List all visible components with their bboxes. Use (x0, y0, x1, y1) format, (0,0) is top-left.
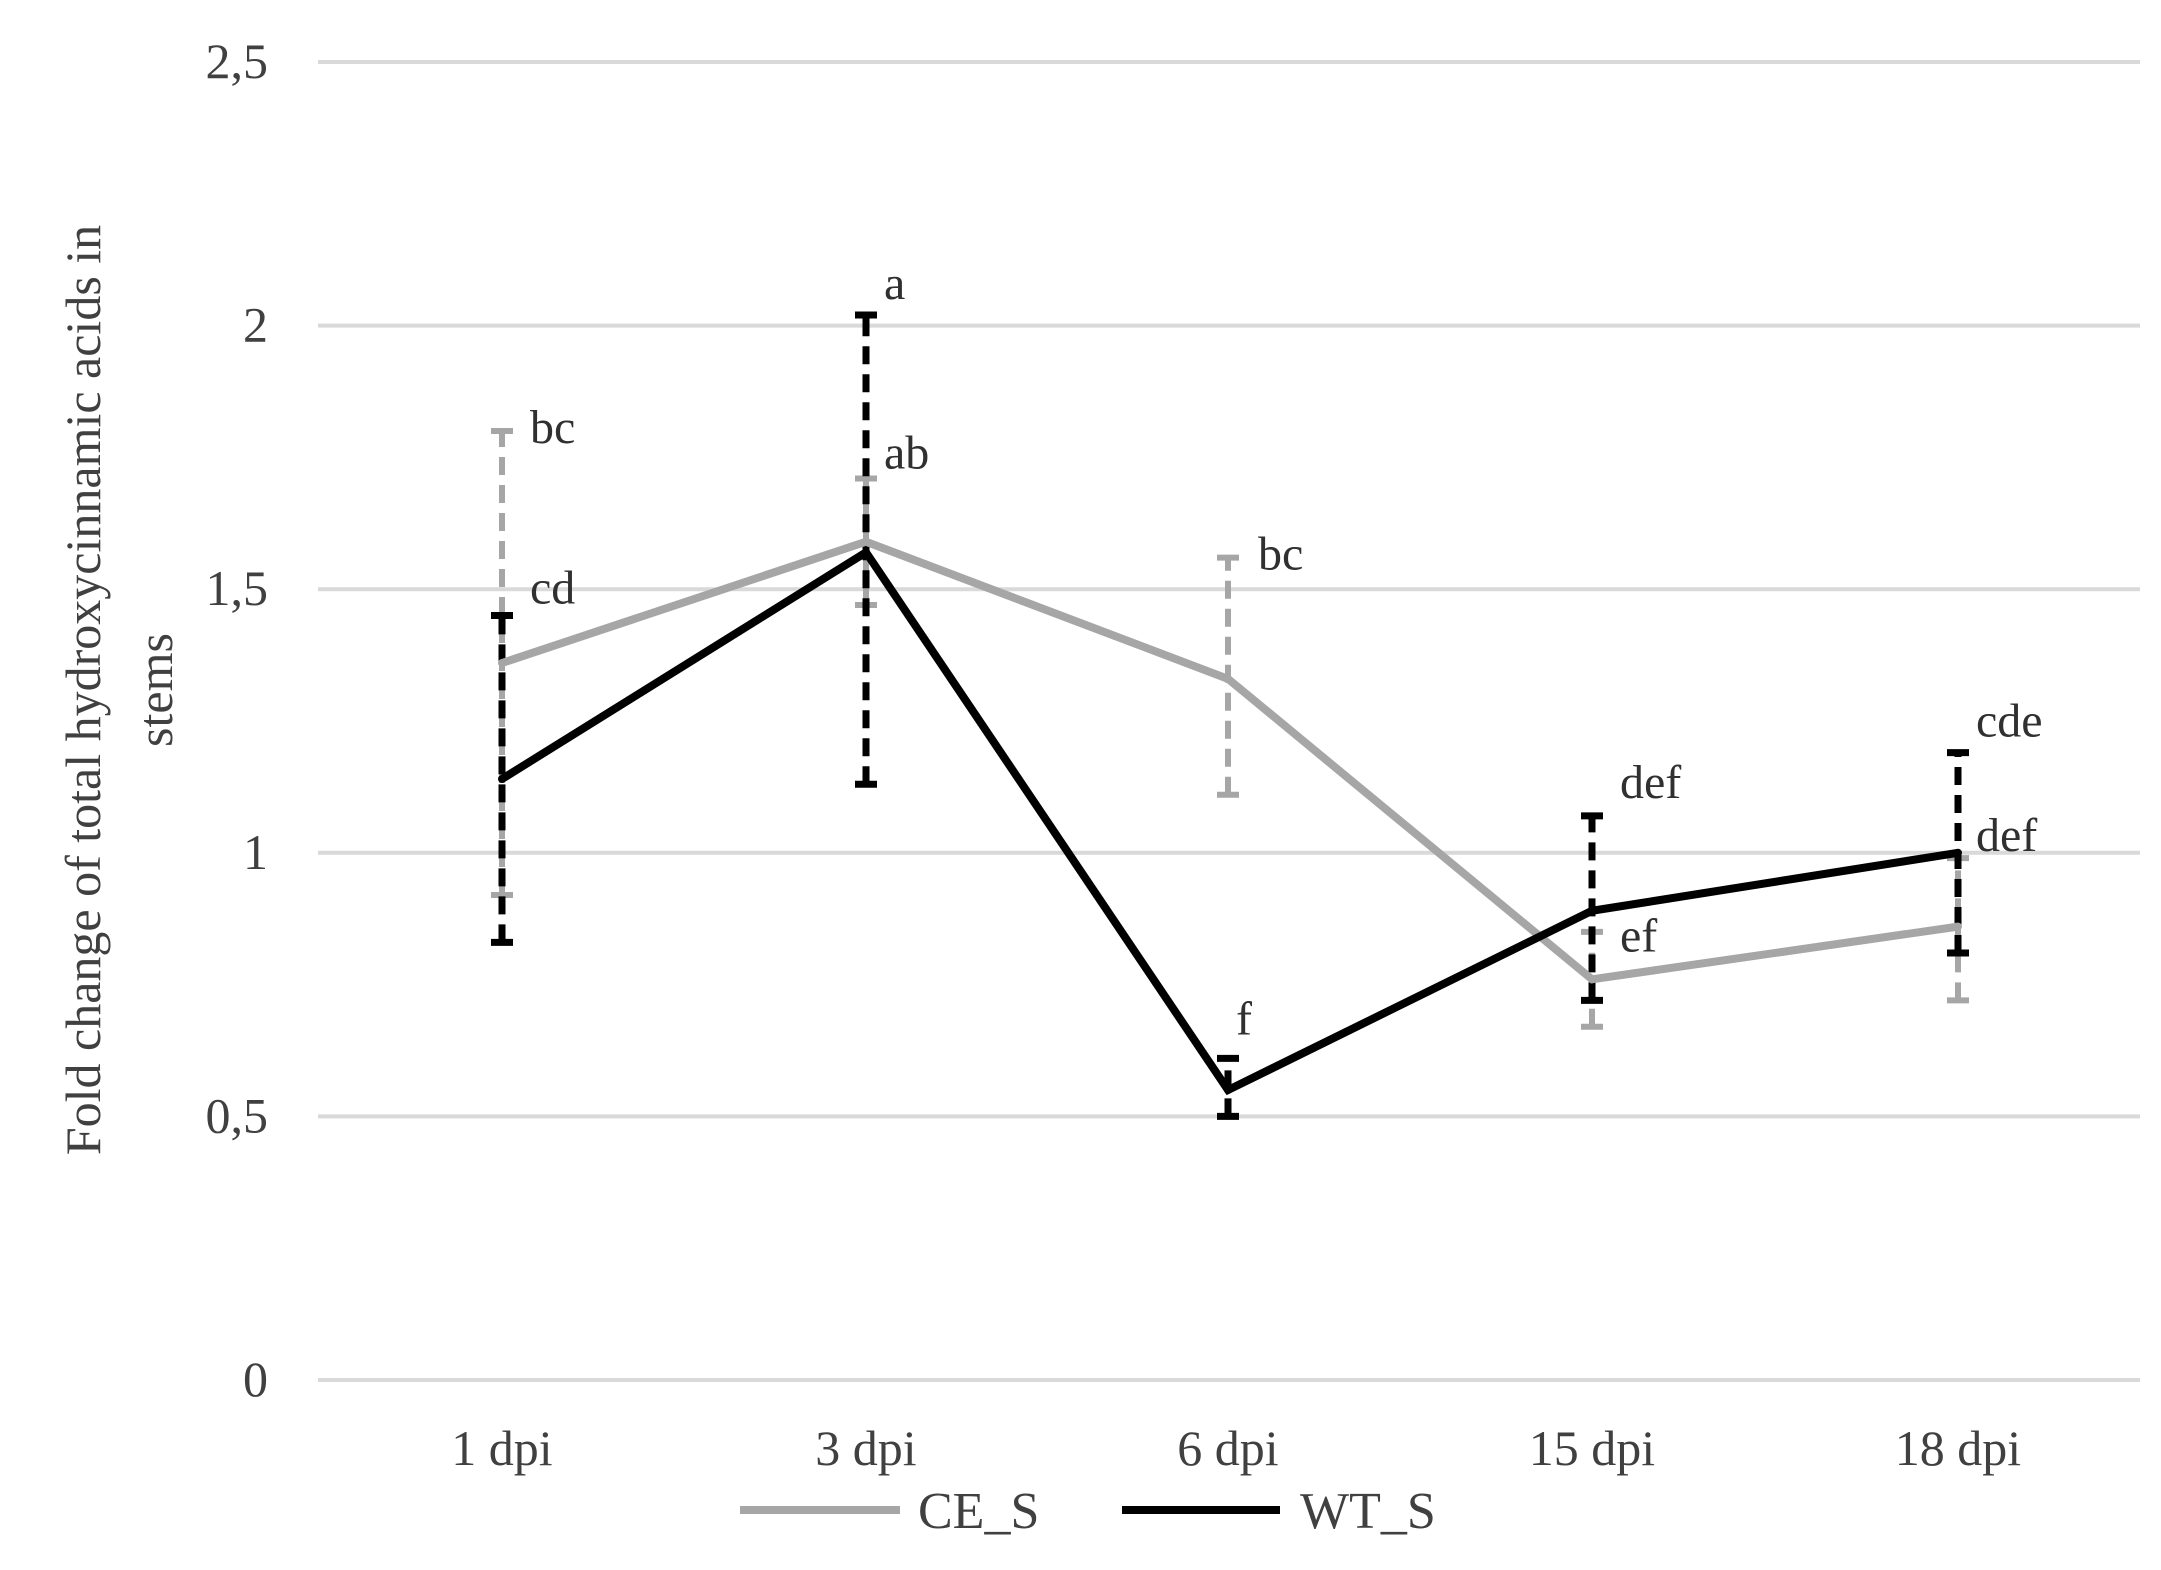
sig-letter-WT_S: def (1976, 809, 2037, 862)
legend-item-WT_S: WT_S (1122, 1483, 1436, 1540)
x-tick-label: 18 dpi (1895, 1420, 2021, 1476)
y-tick-label: 1 (243, 824, 268, 880)
data-point-WT_S (1224, 1086, 1232, 1095)
data-point-WT_S (1588, 906, 1596, 915)
data-point-WT_S (1954, 848, 1962, 857)
sig-letter-CE_S: ab (884, 426, 929, 479)
error-bars (491, 311, 1969, 1120)
series-lines (498, 537, 1962, 1096)
y-axis-ticks: 0 0,5 1 1,5 2 2,5 (206, 33, 269, 1407)
x-tick-label: 6 dpi (1177, 1420, 1278, 1476)
y-axis-label-line-2: stems (127, 633, 183, 747)
y-tick-label: 1,5 (206, 560, 269, 616)
sig-letter-CE_S: bc (1258, 528, 1303, 581)
y-tick-label: 2,5 (206, 33, 269, 89)
data-point-CE_S (1954, 922, 1962, 931)
data-point-CE_S (1588, 975, 1596, 984)
sig-letter-WT_S: cd (530, 562, 575, 615)
data-point-WT_S (498, 774, 506, 783)
x-tick-label: 15 dpi (1529, 1420, 1655, 1476)
data-point-CE_S (862, 537, 870, 546)
x-tick-label: 1 dpi (451, 1420, 552, 1476)
y-axis-label-line-1: Fold change of total hydroxycinnamic aci… (55, 225, 111, 1155)
y-tick-label: 0 (243, 1351, 268, 1407)
legend-item-CE_S: CE_S (740, 1483, 1039, 1540)
legend-label-CE_S: CE_S (918, 1483, 1039, 1540)
y-tick-label: 2 (243, 297, 268, 353)
significance-labels: bc ab bc ef cd a f def def cde (530, 257, 2043, 1045)
data-point-CE_S (498, 659, 506, 668)
data-point-WT_S (862, 548, 870, 557)
y-tick-label: 0,5 (206, 1087, 269, 1143)
gridlines (318, 60, 2140, 1382)
sig-letter-CE_S: ef (1620, 909, 1657, 962)
x-axis-ticks: 1 dpi 3 dpi 6 dpi 15 dpi 18 dpi (451, 1420, 2021, 1476)
y-axis-label: Fold change of total hydroxycinnamic aci… (55, 225, 183, 1155)
sig-letter-WT_S: f (1236, 992, 1252, 1045)
legend-label-WT_S: WT_S (1300, 1483, 1436, 1540)
sig-letter-WT_S: a (884, 257, 905, 310)
y-axis-label-group: Fold change of total hydroxycinnamic aci… (55, 225, 183, 1155)
series-line-WT_S (499, 546, 1959, 1096)
data-point-CE_S (1224, 674, 1232, 683)
sig-letter-WT_S: def (1620, 756, 1681, 809)
legend: CE_S WT_S (740, 1483, 1436, 1540)
sig-letter-extra: cde (1976, 695, 2043, 748)
x-tick-label: 3 dpi (815, 1420, 916, 1476)
sig-letter-CE_S: bc (530, 401, 575, 454)
